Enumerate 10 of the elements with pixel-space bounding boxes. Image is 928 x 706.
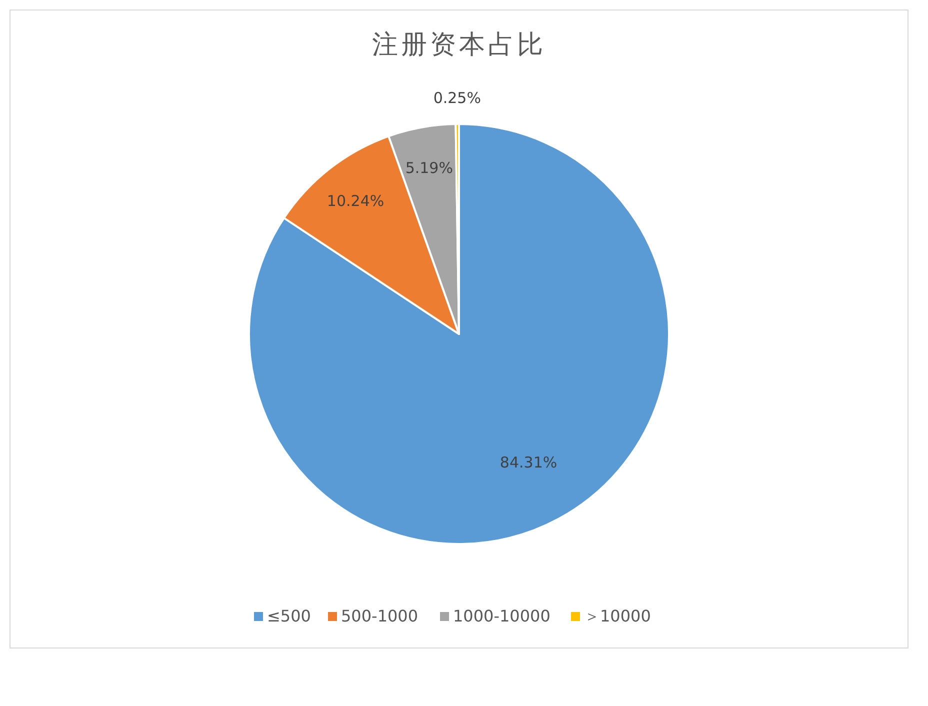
pie-slice [248,123,670,545]
data-label: 0.25% [433,89,481,108]
data-label: 10.24% [326,192,384,210]
chart-title: 注册资本占比 [372,30,546,60]
legend-label: 1000-10000 [453,606,550,626]
legend-label: 500-1000 [341,606,418,626]
data-label: 5.19% [405,158,453,177]
legend-label: ≤500 [267,606,311,626]
data-label: 84.31% [500,454,558,472]
legend-label: ＞10000 [584,606,651,626]
